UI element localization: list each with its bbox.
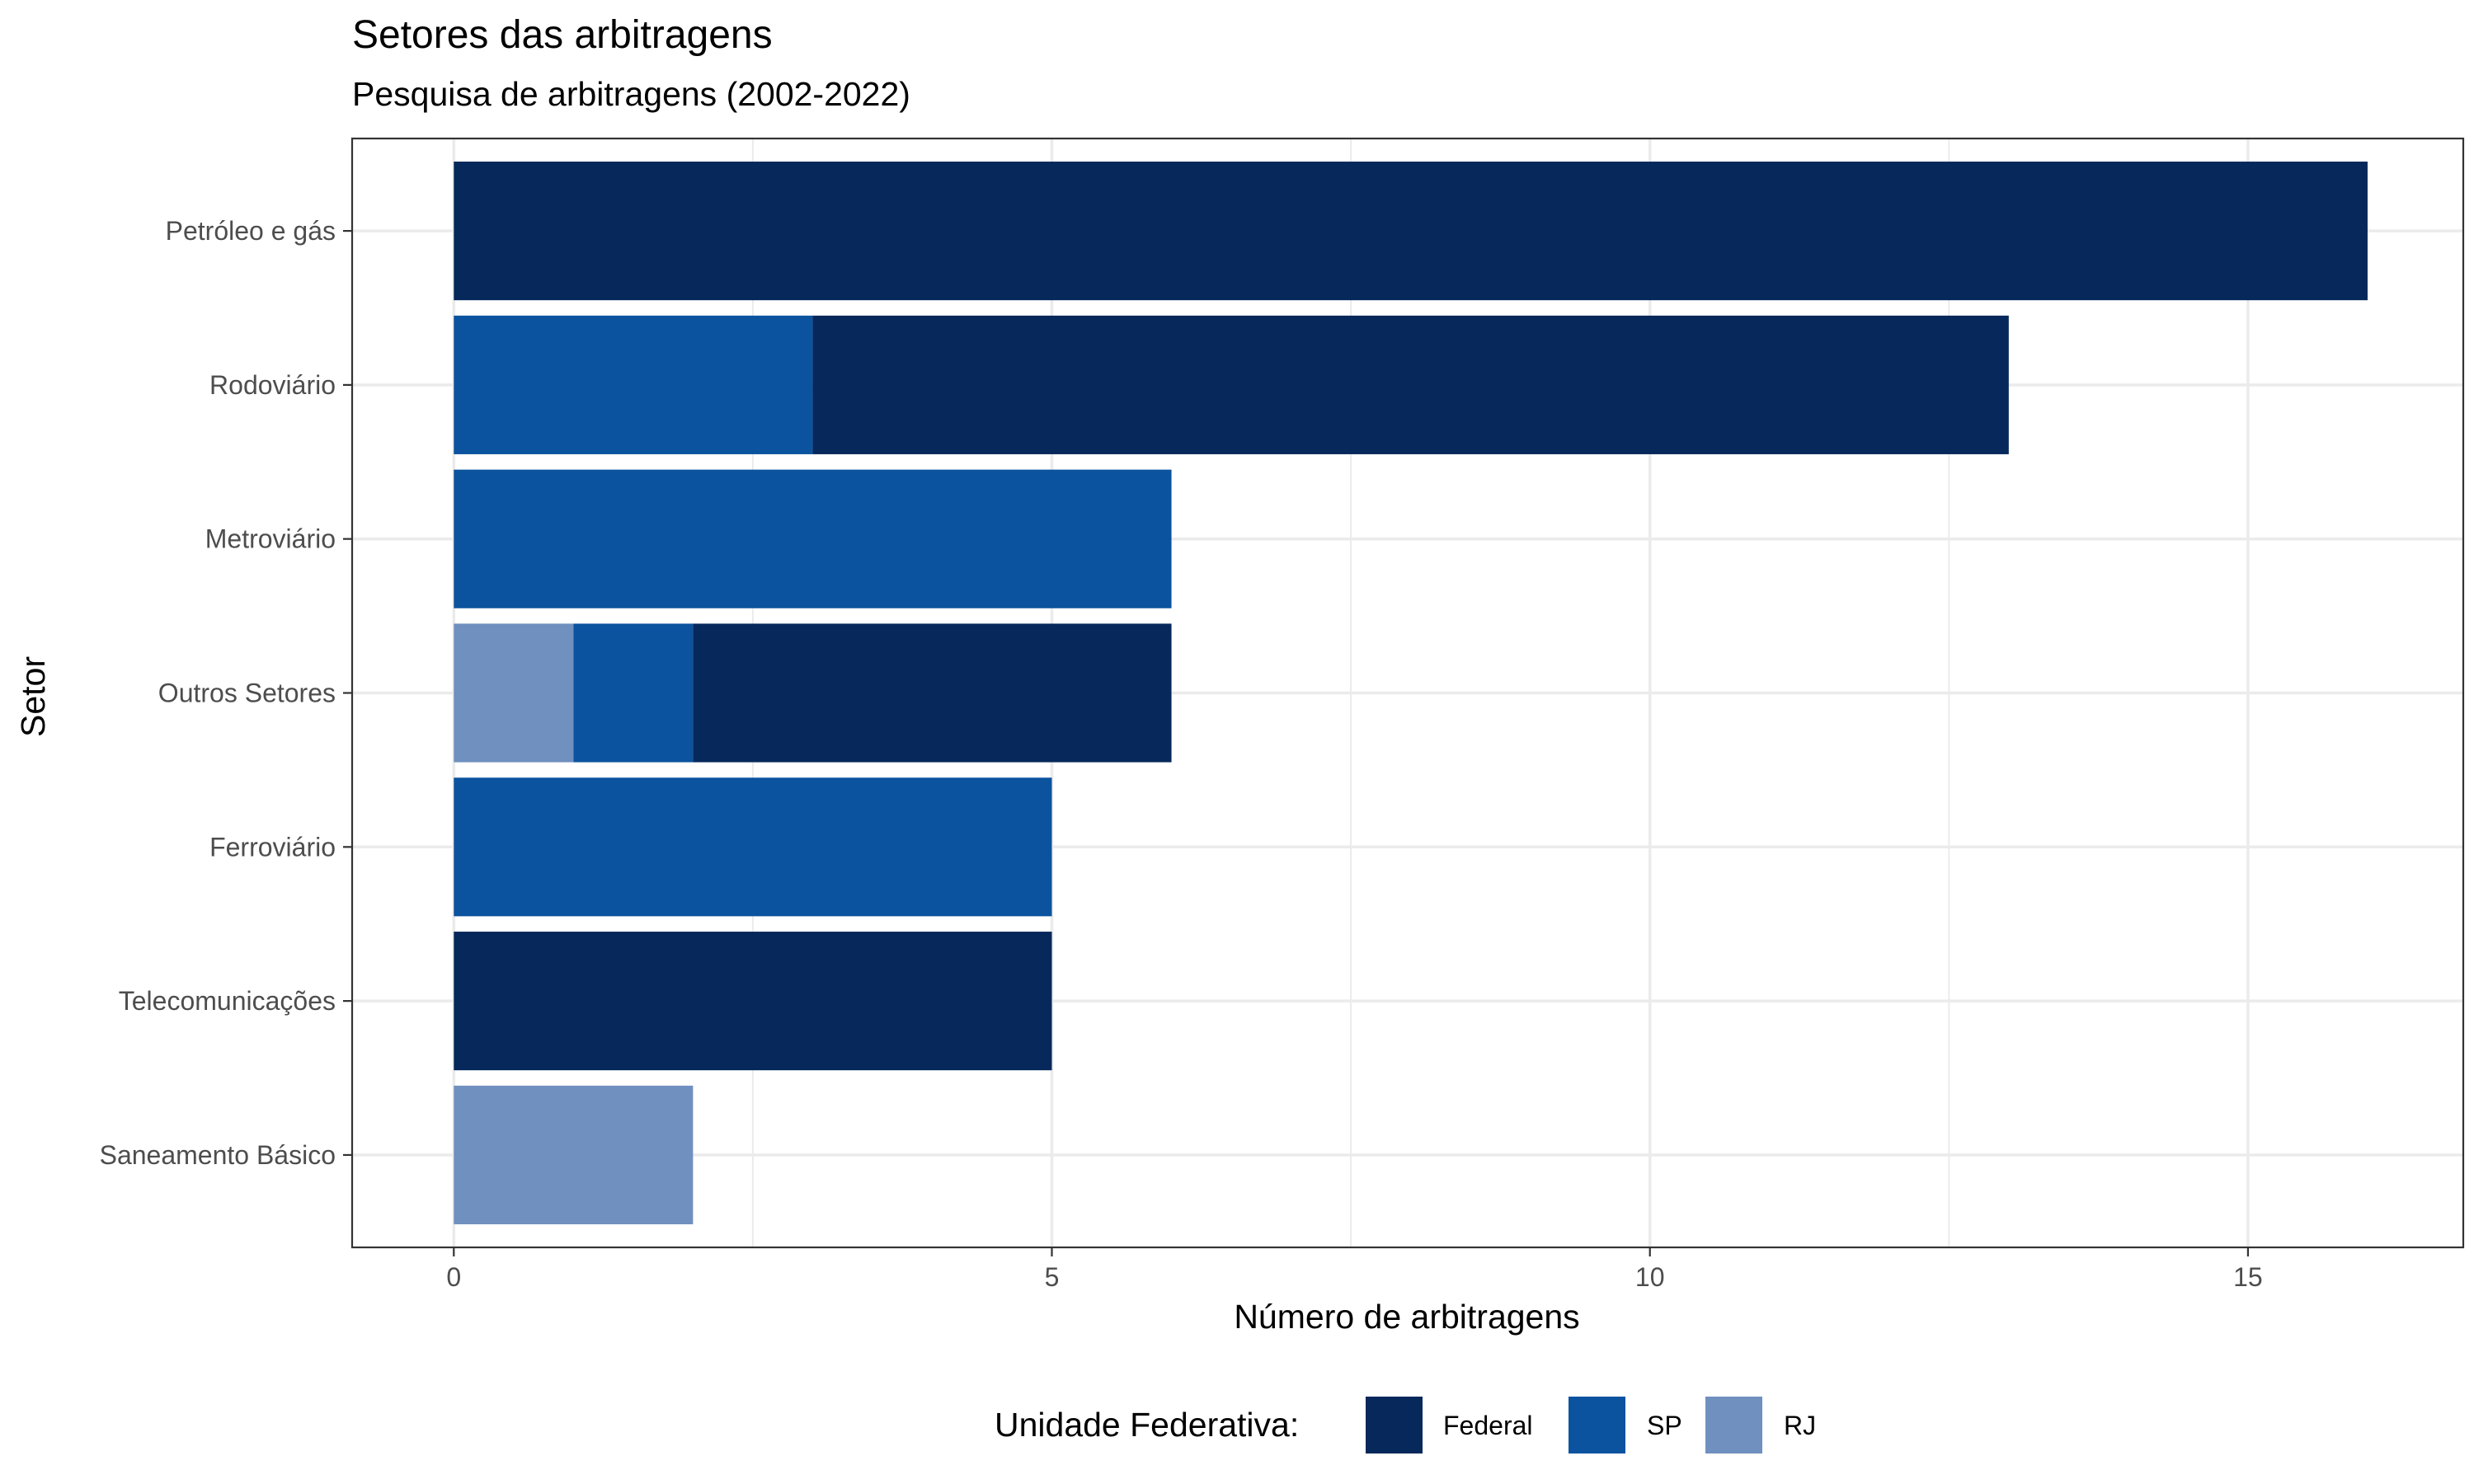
legend-title: Unidade Federativa:	[995, 1406, 1299, 1444]
legend-label-rj: RJ	[1784, 1411, 1816, 1440]
plot-area	[350, 137, 2465, 1249]
bar-sp-5	[454, 777, 1052, 917]
y-axis-title: Setor	[14, 656, 52, 737]
chart-title: Setores das arbitragens	[352, 13, 773, 57]
y-tick-label: Telecomunicações	[119, 986, 336, 1016]
bar-sp-3	[454, 469, 1172, 608]
bar-federal-6	[454, 932, 1052, 1071]
chart-subtitle: Pesquisa de arbitragens (2002-2022)	[352, 75, 910, 113]
legend-key-rj	[1705, 1397, 1762, 1453]
bar-sp-4	[573, 623, 694, 763]
bar-sp-2	[454, 315, 813, 454]
bar-rj-7	[454, 1085, 694, 1224]
y-tick-label: Petróleo e gás	[166, 216, 336, 246]
y-tick-label: Metroviário	[205, 524, 336, 554]
legend-label-federal: Federal	[1443, 1411, 1533, 1440]
x-tick-label: 15	[2233, 1262, 2263, 1292]
y-tick-label: Saneamento Básico	[100, 1140, 336, 1170]
bar-rj-4	[454, 623, 574, 763]
x-axis: 0 5 10 15	[446, 1247, 2263, 1292]
bar-federal-4	[693, 623, 1172, 763]
x-axis-title: Número de arbitragens	[1234, 1298, 1579, 1336]
bar-federal-2	[812, 315, 2009, 454]
legend-key-sp	[1569, 1397, 1625, 1453]
bar-federal-1	[454, 162, 2368, 301]
y-axis: Petróleo e gás Rodoviário Metroviário Outro…	[100, 216, 352, 1170]
bars	[454, 162, 2368, 1224]
y-tick-label: Ferroviário	[209, 832, 336, 862]
legend-label-sp: SP	[1647, 1411, 1682, 1440]
y-tick-label: Outros Setores	[158, 679, 336, 708]
x-tick-label: 5	[1045, 1262, 1060, 1292]
x-tick-label: 0	[446, 1262, 461, 1292]
y-tick-label: Rodoviário	[209, 370, 336, 400]
legend-key-federal	[1366, 1397, 1423, 1453]
x-tick-label: 10	[1635, 1262, 1665, 1292]
legend: Unidade Federativa: Federal SP RJ	[995, 1397, 1816, 1453]
